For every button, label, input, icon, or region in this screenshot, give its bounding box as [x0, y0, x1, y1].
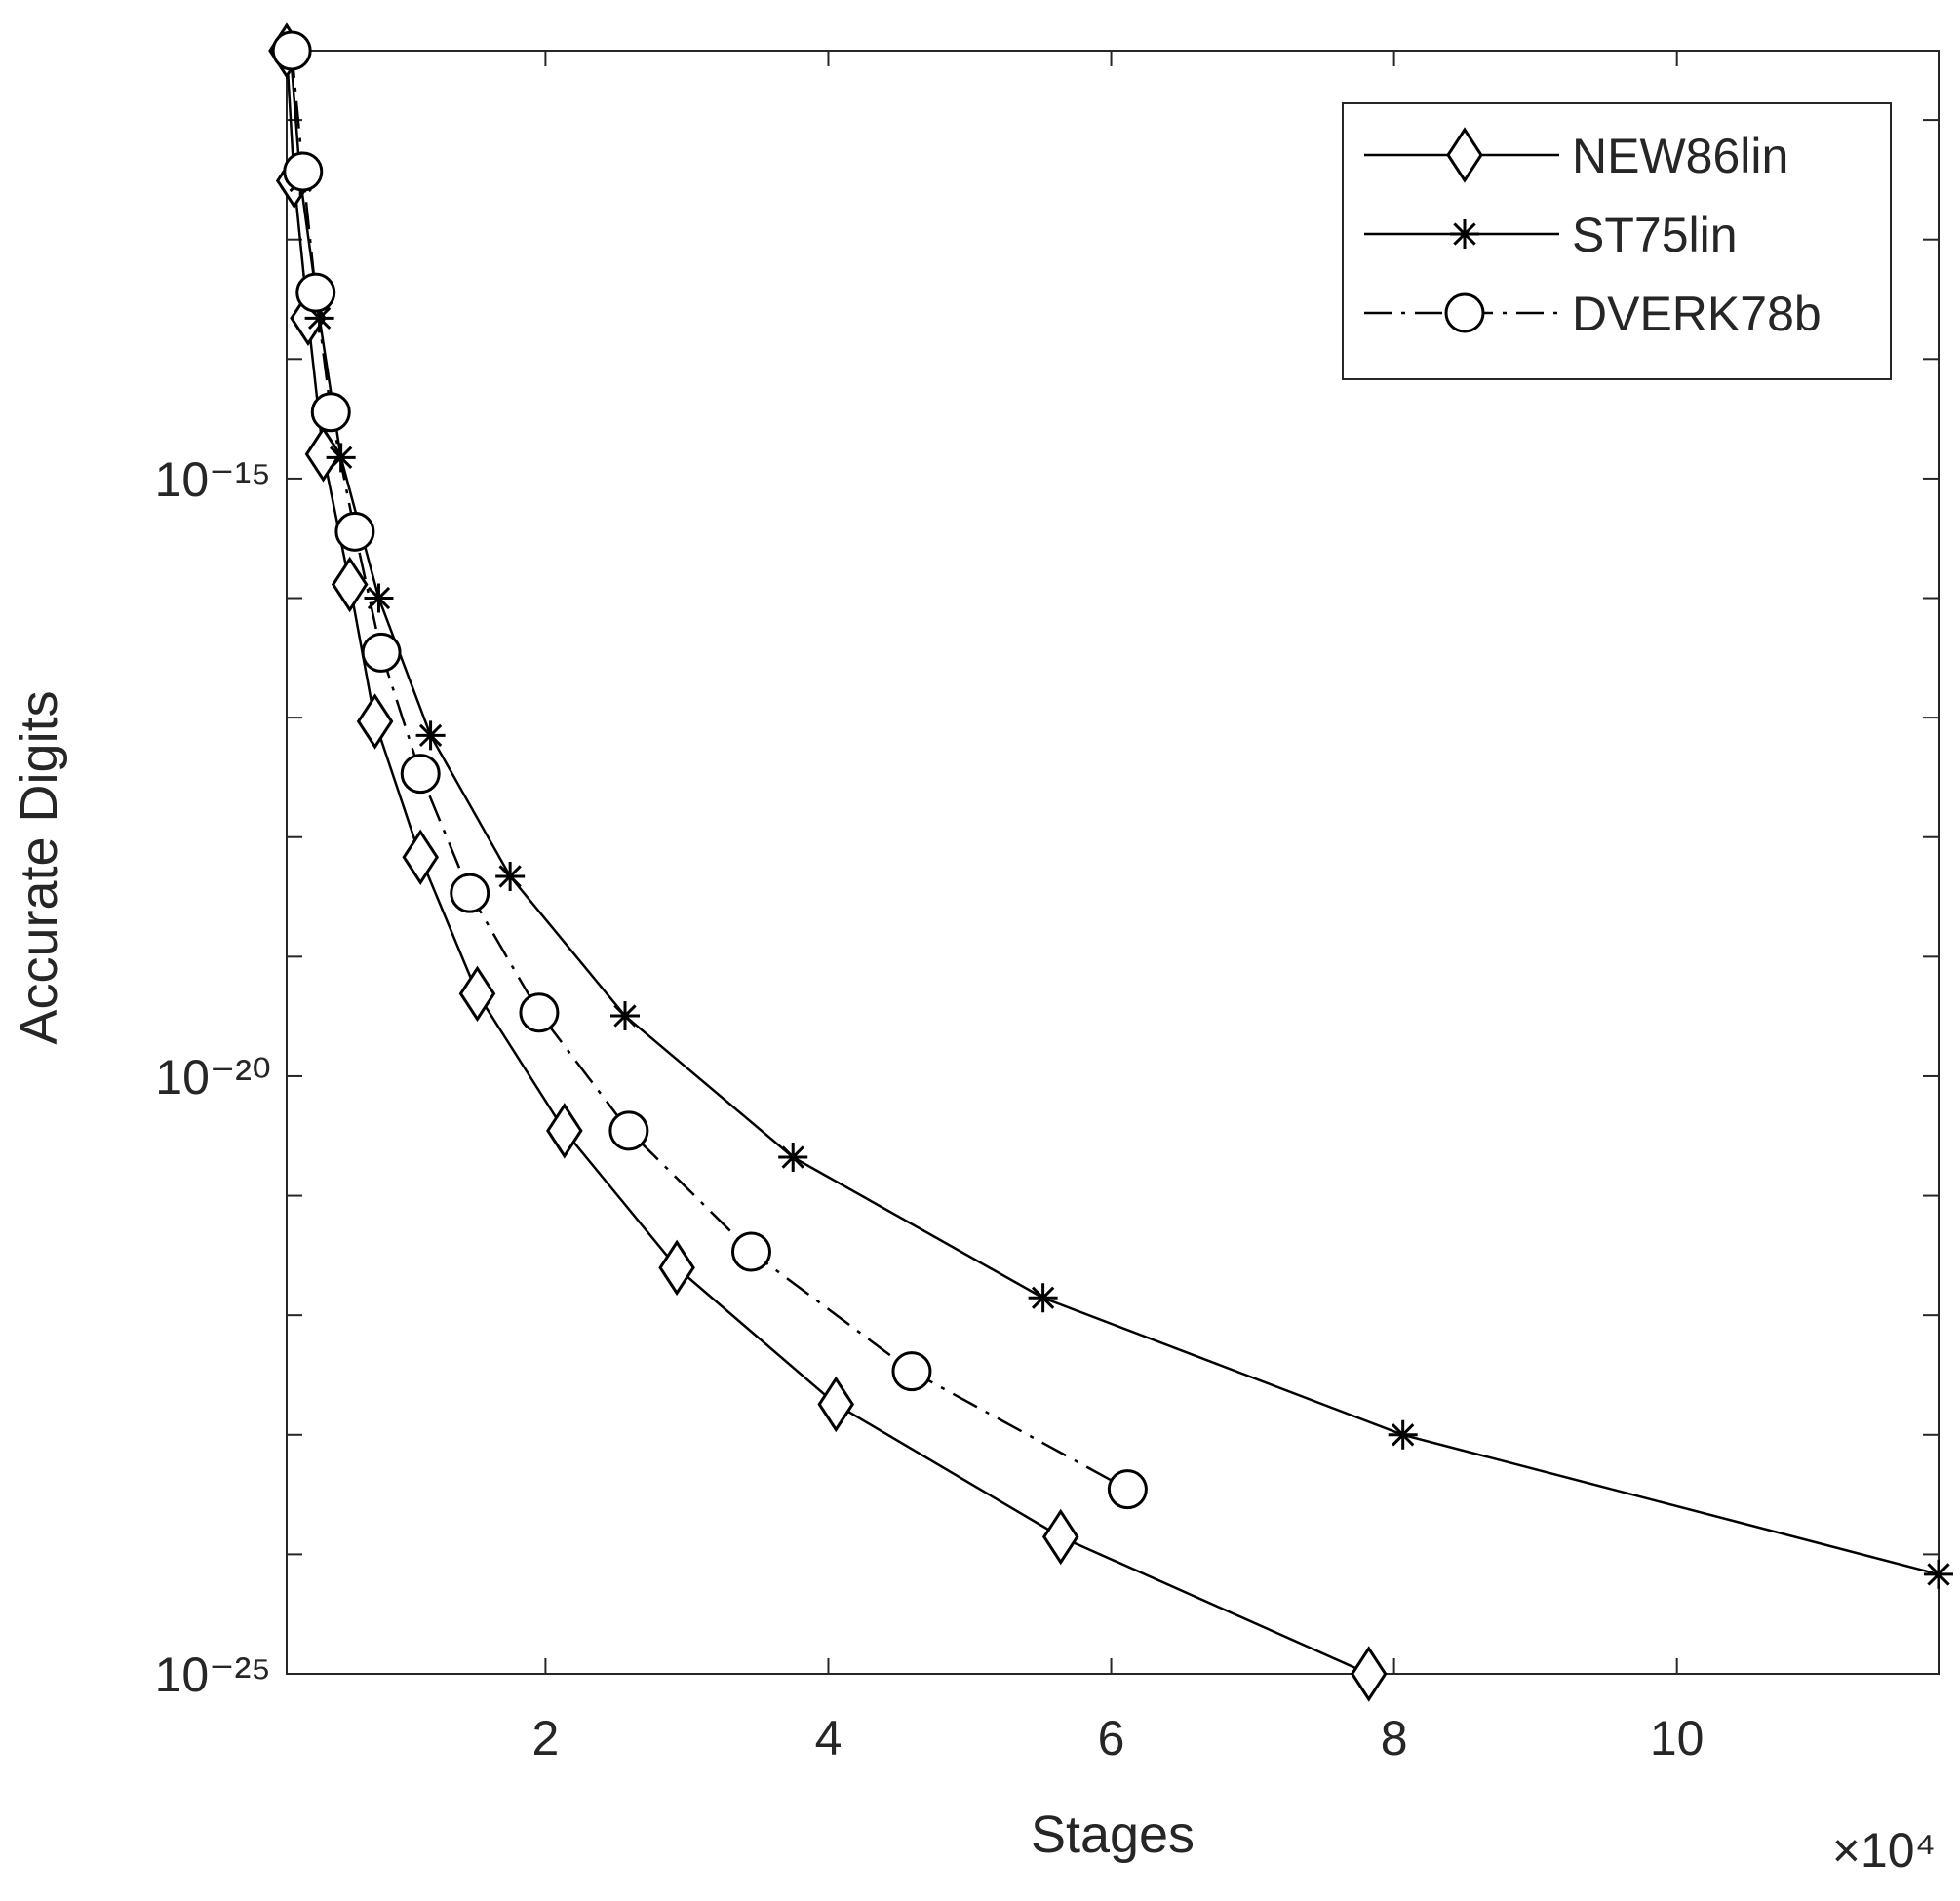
marker: [400, 754, 441, 795]
marker-shape: [1107, 1469, 1148, 1510]
marker: [450, 873, 490, 913]
marker-shape: [1388, 1419, 1418, 1450]
marker: [1107, 1469, 1148, 1510]
x-multiplier: ×10⁴: [1832, 1823, 1936, 1878]
marker-shape: [1028, 1283, 1058, 1313]
legend-label: DVERK78b: [1572, 287, 1822, 341]
legend-label: NEW86lin: [1572, 129, 1788, 183]
marker-shape: [519, 992, 560, 1033]
marker-shape: [495, 861, 526, 891]
marker-shape: [295, 272, 336, 313]
marker: [609, 1001, 640, 1031]
marker: [402, 829, 440, 886]
x-tick-label: 8: [1381, 1711, 1408, 1765]
marker-shape: [271, 30, 312, 71]
marker-shape: [361, 632, 402, 673]
marker-shape: [450, 873, 490, 913]
plot-frame: [286, 50, 1940, 1675]
marker-shape: [364, 583, 394, 613]
marker-shape: [1450, 219, 1479, 249]
marker: [334, 511, 375, 552]
marker-shape: [1444, 292, 1485, 333]
marker-shape: [400, 754, 441, 795]
marker: [1388, 1419, 1418, 1450]
marker-shape: [817, 1376, 855, 1433]
marker: [891, 1351, 932, 1392]
legend-box: [1342, 102, 1892, 380]
x-axis-label: Stages: [1031, 1805, 1195, 1864]
marker-shape: [1924, 1559, 1953, 1589]
marker-shape: [283, 151, 324, 192]
marker: [1450, 219, 1479, 249]
marker-shape: [331, 556, 369, 613]
marker-shape: [356, 693, 394, 750]
marker: [658, 1239, 695, 1297]
y-axis-label: Accurate Digits: [10, 690, 68, 1044]
marker-shape: [402, 829, 440, 886]
marker-shape: [609, 1001, 640, 1031]
marker: [1446, 127, 1483, 183]
marker: [1924, 1559, 1953, 1589]
marker: [283, 151, 324, 192]
x-tick-label: 2: [532, 1711, 560, 1765]
marker-shape: [334, 511, 375, 552]
marker-shape: [546, 1103, 583, 1159]
marker-shape: [778, 1143, 808, 1173]
y-tick-label: 10⁻²⁵: [155, 1648, 271, 1702]
marker: [1350, 1646, 1388, 1702]
marker-shape: [658, 1239, 695, 1297]
marker-shape: [1446, 127, 1483, 183]
x-tick-label: 4: [815, 1711, 843, 1765]
marker: [271, 30, 312, 71]
y-tick-label: 10⁻¹⁵: [155, 452, 271, 507]
marker: [495, 861, 526, 891]
marker: [519, 992, 560, 1033]
marker-shape: [415, 720, 446, 751]
y-tick-label: 10⁻²⁰: [155, 1050, 271, 1105]
marker: [364, 583, 394, 613]
marker: [295, 272, 336, 313]
marker: [730, 1231, 771, 1272]
marker-shape: [891, 1351, 932, 1392]
legend-label: ST75lin: [1572, 208, 1738, 262]
marker: [415, 720, 446, 751]
marker: [817, 1376, 855, 1433]
marker: [458, 965, 496, 1023]
marker: [1028, 1283, 1058, 1313]
marker-shape: [608, 1110, 649, 1151]
marker-shape: [1350, 1646, 1388, 1702]
x-tick-label: 6: [1098, 1711, 1125, 1765]
marker: [608, 1110, 649, 1151]
marker: [310, 392, 351, 433]
marker: [1444, 292, 1485, 333]
marker-shape: [1041, 1508, 1079, 1566]
x-tick-label: 10: [1650, 1711, 1705, 1765]
marker: [356, 693, 394, 750]
marker: [331, 556, 369, 613]
marker: [1041, 1508, 1079, 1566]
marker-shape: [730, 1231, 771, 1272]
marker: [361, 632, 402, 673]
marker: [546, 1103, 583, 1159]
marker-shape: [310, 392, 351, 433]
marker-shape: [458, 965, 496, 1023]
marker: [778, 1143, 808, 1173]
